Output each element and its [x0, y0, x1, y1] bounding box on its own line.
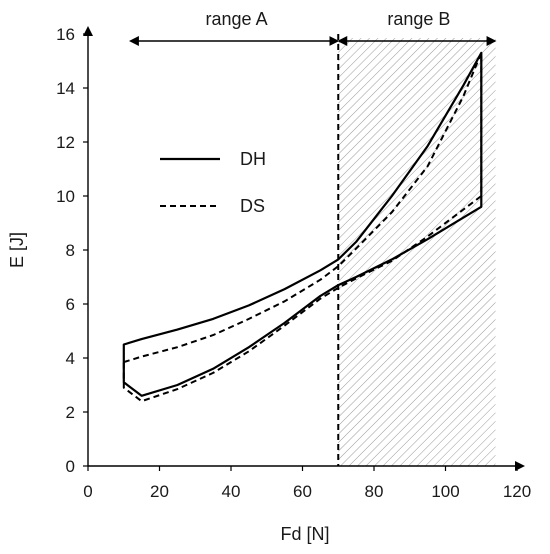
y-tick-label: 12 [56, 133, 75, 152]
y-tick-label: 6 [66, 295, 75, 314]
legend-dh-label: DH [240, 149, 266, 169]
x-tick-label: 0 [83, 482, 92, 501]
range-b-shading [338, 38, 496, 466]
y-axis-title: E [J] [7, 232, 27, 268]
legend: DH DS [160, 149, 266, 216]
x-axis-title: Fd [N] [280, 524, 329, 544]
y-tick-label: 0 [66, 457, 75, 476]
y-tick-label: 10 [56, 187, 75, 206]
series-ds-loop [122, 51, 483, 403]
range-b-label: range B [387, 9, 450, 29]
x-tick-label: 60 [293, 482, 312, 501]
y-tick-label: 2 [66, 403, 75, 422]
x-tick-label: 80 [365, 482, 384, 501]
x-tick-label: 40 [222, 482, 241, 501]
y-tick-label: 14 [56, 79, 75, 98]
y-tick-label: 16 [56, 25, 75, 44]
x-tick-label: 100 [431, 482, 459, 501]
x-tick-label: 120 [503, 482, 531, 501]
y-tick-label: 4 [66, 349, 75, 368]
range-a-label: range A [206, 9, 268, 29]
x-tick-label: 20 [150, 482, 169, 501]
legend-ds-label: DS [240, 196, 265, 216]
series-dh-loop [122, 51, 483, 397]
y-tick-label: 8 [66, 241, 75, 260]
